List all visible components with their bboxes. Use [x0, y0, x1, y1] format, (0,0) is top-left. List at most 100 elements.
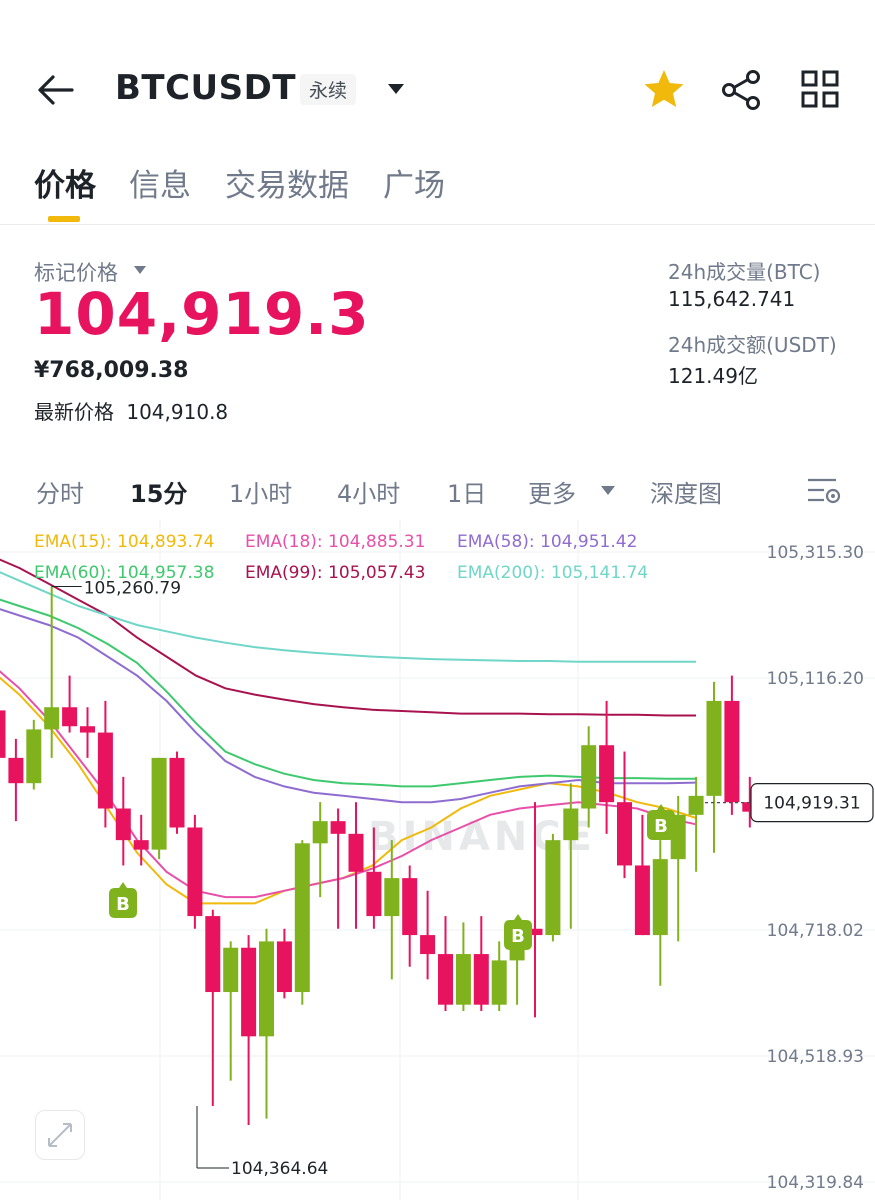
candle-body: [473, 954, 489, 1005]
candle-body: [688, 795, 704, 815]
candle-body: [420, 935, 436, 955]
candle-body: [527, 928, 543, 936]
candle-body: [26, 729, 42, 784]
tab-trading-data[interactable]: 交易数据: [225, 168, 349, 204]
axis-price-label: 104,718.02: [767, 921, 864, 941]
interval-more[interactable]: 更多: [528, 480, 576, 508]
candle-body: [97, 732, 113, 809]
kline-chart[interactable]: BINANCE 105,260.79 104,364.64 B B B 105,315.30…: [0, 520, 875, 1200]
ema-line: [0, 571, 696, 663]
ema-15-label: EMA(15): 104,893.74: [34, 532, 215, 552]
last-price-value: 104,910.8: [126, 400, 229, 424]
candle-body: [724, 700, 740, 803]
axis-price-label: 105,116.20: [767, 669, 864, 689]
candle-body: [581, 745, 597, 809]
mark-price-label[interactable]: 标记价格: [34, 261, 118, 285]
candle-body: [133, 840, 149, 850]
mark-price: 104,919.3: [34, 280, 370, 348]
candle-body: [455, 954, 471, 1005]
candle-body: [545, 840, 561, 936]
candle-body: [276, 941, 292, 993]
interval-1h[interactable]: 1小时: [229, 480, 293, 508]
candle-body: [205, 916, 221, 993]
current-price-label: 104,919.31: [763, 794, 860, 814]
low-price-label: 104,364.64: [231, 1159, 328, 1179]
candle-body: [706, 700, 722, 796]
caret-down-icon[interactable]: [600, 485, 616, 496]
candle-body: [402, 878, 418, 936]
tab-indicator: [48, 216, 80, 222]
buy-marker: [504, 914, 532, 950]
candle-body: [634, 865, 650, 936]
buy-marker-label: B: [116, 894, 130, 915]
candle-body: [0, 710, 6, 758]
volume-btc-label: 24h成交量(BTC): [668, 260, 821, 284]
candle-body: [62, 707, 78, 727]
candle-body: [241, 947, 257, 1037]
tab-info[interactable]: 信息: [129, 168, 191, 204]
candle-body: [384, 878, 400, 917]
interval-1d[interactable]: 1日: [447, 480, 487, 508]
buy-marker: [647, 804, 675, 840]
cny-price: ¥768,009.38: [34, 358, 189, 383]
current-price-box: [750, 783, 874, 823]
candle-body: [294, 843, 310, 993]
interval-15m[interactable]: 15分: [130, 480, 188, 508]
divider: [0, 224, 875, 225]
grid-icon[interactable]: [801, 70, 839, 108]
back-arrow-icon[interactable]: [36, 72, 76, 108]
candle-body: [259, 941, 274, 1037]
ema-99-label: EMA(99): 105,057.43: [245, 563, 426, 583]
candle-body: [563, 808, 579, 841]
top-bar: BTCUSDT 永续: [0, 0, 875, 140]
candle-body: [115, 808, 131, 841]
interval-timeline[interactable]: 分时: [36, 480, 84, 508]
last-price-label: 最新价格: [34, 400, 114, 424]
candle-body: [652, 859, 668, 936]
axis-price-label: 104,319.84: [767, 1173, 864, 1193]
candle-body: [348, 833, 364, 872]
caret-down-icon[interactable]: [386, 82, 406, 96]
candle-body: [80, 726, 95, 733]
axis-price-label: 105,315.30: [767, 543, 864, 563]
tab-square[interactable]: 广场: [383, 168, 445, 204]
last-price-row: 最新价格 104,910.8: [34, 396, 228, 425]
volume-btc-value: 115,642.741: [668, 287, 796, 311]
share-icon[interactable]: [720, 68, 764, 112]
caret-down-icon[interactable]: [133, 265, 147, 275]
ema-line: [0, 608, 697, 804]
depth-chart-tab[interactable]: 深度图: [650, 480, 722, 508]
candle-body: [187, 827, 203, 917]
buy-marker: [109, 882, 137, 918]
candle-body: [8, 757, 24, 784]
symbol-title[interactable]: BTCUSDT: [115, 68, 297, 108]
candle-body: [151, 757, 167, 850]
axis-price-label: 104,518.93: [767, 1047, 864, 1067]
ema-58-label: EMA(58): 104,951.42: [457, 532, 638, 552]
watermark: BINANCE: [368, 814, 596, 860]
candle-body: [169, 757, 185, 828]
buy-marker-label: B: [511, 926, 525, 947]
interval-4h[interactable]: 4小时: [337, 480, 401, 508]
indicator-settings-icon[interactable]: [806, 476, 842, 506]
star-icon[interactable]: [642, 68, 686, 110]
candle-body: [366, 871, 382, 917]
candle-body: [223, 947, 239, 993]
candle-body: [617, 802, 632, 866]
candle-body: [491, 960, 507, 1005]
ema-200-label: EMA(200): 105,141.74: [457, 563, 649, 583]
ema-line: [0, 598, 696, 788]
buy-marker-label: B: [654, 816, 668, 837]
fullscreen-button[interactable]: [35, 1110, 85, 1160]
kline-svg: BINANCE 105,260.79 104,364.64 B B B 105,315.30…: [0, 520, 875, 1200]
candle-body: [438, 954, 453, 1005]
candle-body: [44, 707, 60, 730]
candle-body: [330, 821, 346, 834]
volume-usdt-value: 121.49亿: [668, 364, 758, 388]
ema-60-label: EMA(60): 104,957.38: [34, 563, 215, 583]
tab-price[interactable]: 价格: [34, 168, 96, 204]
expand-icon: [48, 1123, 72, 1147]
high-price-label: 105,260.79: [84, 578, 181, 598]
volume-usdt-label: 24h成交额(USDT): [668, 333, 837, 357]
contract-type-badge: 永续: [300, 74, 357, 105]
